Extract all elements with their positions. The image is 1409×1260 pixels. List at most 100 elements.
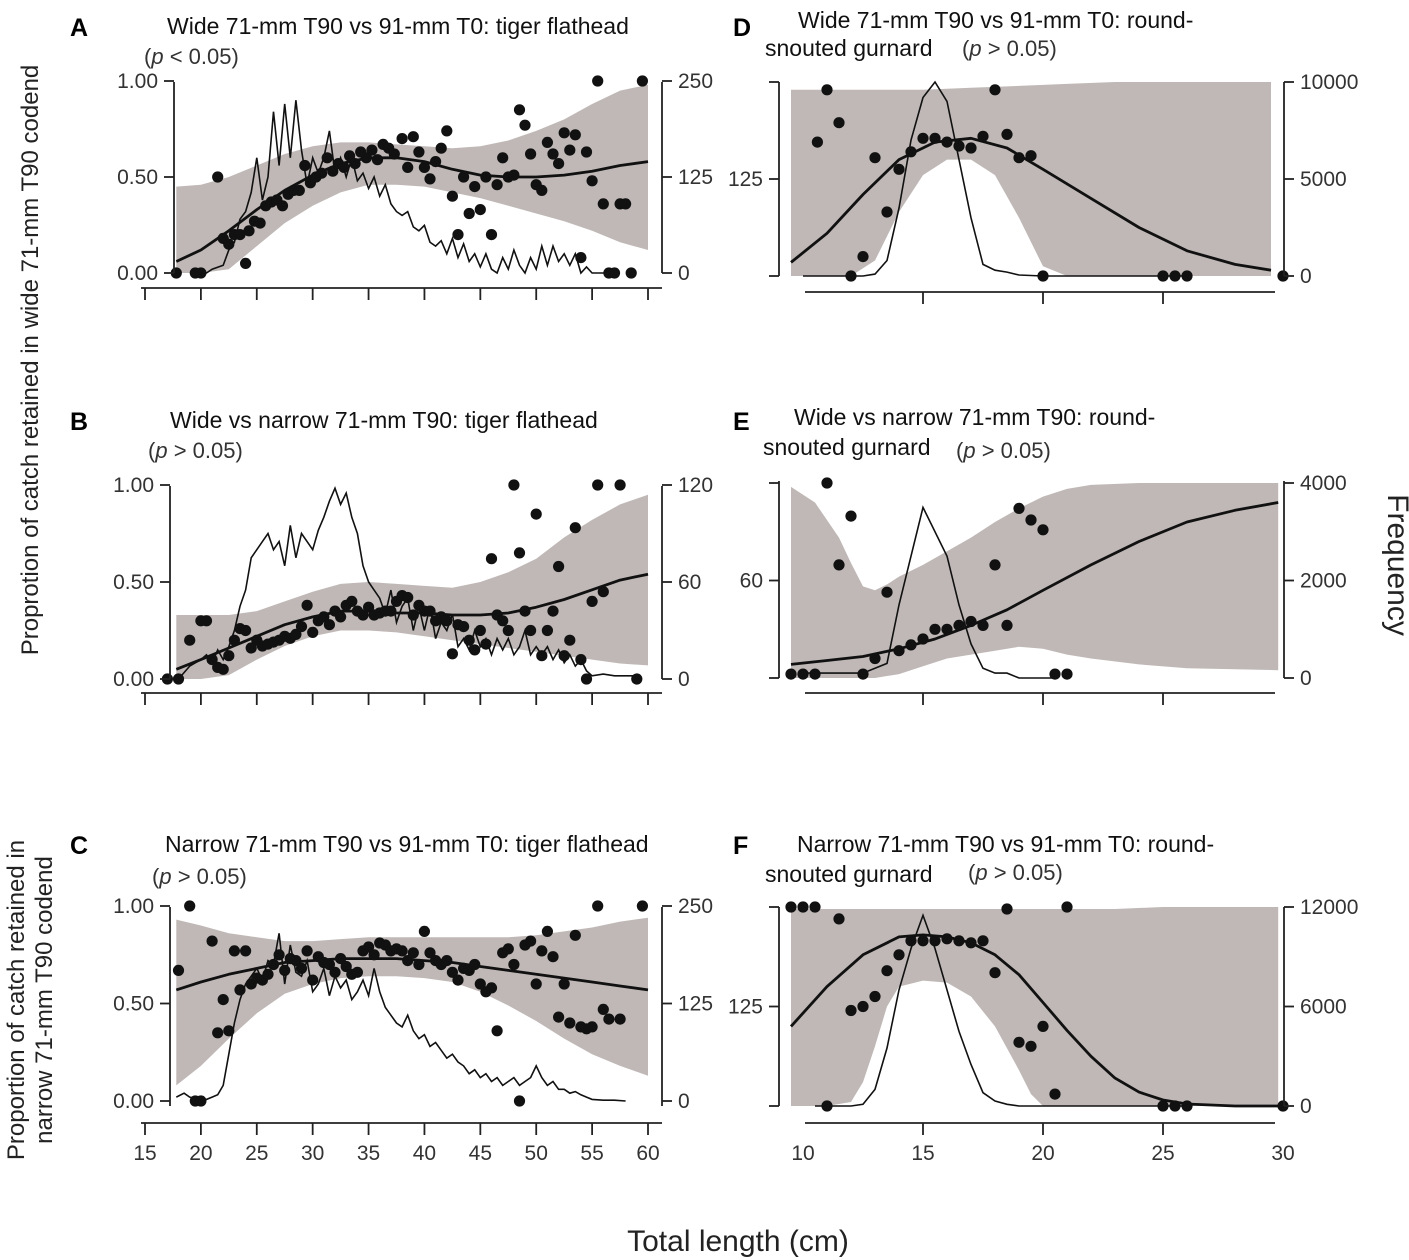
- panel-d-data-point: [881, 206, 893, 218]
- panel-d-data-point: [1025, 150, 1037, 162]
- panel-a-data-point: [519, 119, 531, 131]
- panel-d-right-tick-label: 5000: [1300, 168, 1347, 191]
- panel-f-data-point: [881, 965, 893, 977]
- panel-a-data-point: [485, 229, 498, 241]
- panel-c-x-tick-label: 25: [245, 1142, 268, 1165]
- panel-d-data-point: [989, 84, 1001, 96]
- panel-c-data-point: [195, 1095, 207, 1107]
- panel-c-data-point: [586, 1021, 598, 1033]
- panel-a-data-point: [195, 267, 207, 279]
- panel-c-data-point: [508, 958, 520, 971]
- panel-b-left-tick-label: 0.00: [113, 668, 154, 691]
- panel-c-data-point: [564, 1017, 576, 1029]
- panel-b-data-point: [575, 654, 587, 666]
- panel-e-pvalue: (p > 0.05): [956, 438, 1051, 463]
- panel-d-data-point: [869, 152, 881, 164]
- panel-a-data-point: [580, 146, 593, 158]
- panel-a-data-point: [212, 171, 224, 183]
- panel-b-data-point: [200, 615, 213, 627]
- panel-a-data-point: [446, 190, 458, 202]
- panel-c-data-point: [614, 1013, 626, 1025]
- panel-b-data-point: [631, 673, 643, 685]
- panel-f-data-point: [941, 933, 953, 945]
- panel-b-title: Wide vs narrow 71-mm T90: tiger flathead: [170, 407, 598, 433]
- panel-c-right-tick-label: 0: [678, 1090, 690, 1113]
- panel-b-data-point: [569, 522, 581, 534]
- panel-a-data-point: [608, 267, 621, 279]
- panel-f-letter: F: [733, 832, 748, 860]
- panel-a-data-point: [371, 154, 384, 166]
- panel-a-plot: 0.00 0.50 1.00 0 125 250: [117, 70, 713, 300]
- panel-f-data-point: [929, 935, 941, 947]
- panel-a-data-point: [597, 198, 609, 210]
- panel-d-data-point: [953, 140, 965, 152]
- panel-f-data-point: [905, 935, 917, 947]
- panel-f-data-point: [1169, 1100, 1181, 1112]
- panel-b-data-point: [385, 605, 397, 617]
- panel-b-data-point: [441, 615, 453, 627]
- panel-c-confidence-band: [176, 917, 649, 1086]
- right-axis-title: Frequency: [1381, 494, 1409, 636]
- panel-a-data-point: [349, 158, 361, 170]
- panel-f-x-tick-label: 15: [911, 1142, 934, 1165]
- panel-d-frequency-line: [803, 80, 1187, 277]
- panel-d-letter: D: [733, 14, 751, 42]
- panel-d-data-point: [1169, 270, 1181, 282]
- panel-b-data-point: [469, 644, 481, 656]
- panel-c-data-point: [558, 978, 570, 990]
- panel-c-x-tick-label: 30: [301, 1142, 324, 1165]
- panel-e-data-point: [809, 668, 821, 680]
- panel-e-right-tick-label: 4000: [1300, 472, 1347, 495]
- panel-f-data-point: [845, 1004, 857, 1017]
- panel-b-data-point: [363, 601, 375, 613]
- panel-a-data-point: [234, 229, 246, 241]
- panel-a-data-point: [513, 104, 526, 116]
- panel-e-data-point: [785, 668, 797, 680]
- panel-f-title-2: snouted gurnard: [765, 861, 933, 887]
- panel-b-data-point: [346, 595, 358, 608]
- panel-d-confidence-band: [791, 82, 1271, 276]
- panel-b-data-point: [530, 508, 542, 520]
- panel-b-data-point: [446, 648, 458, 660]
- panel-c-data-point: [536, 945, 548, 957]
- panel-c-data-point: [368, 949, 380, 961]
- panel-b-plot: 0.00 0.50 1.00 0 60 120: [113, 474, 713, 705]
- panel-f-x-tick-label: 25: [1151, 1142, 1174, 1165]
- panel-c-data-point: [603, 1013, 615, 1025]
- panel-a-data-point: [564, 144, 576, 156]
- panel-b-data-point: [519, 605, 531, 617]
- panel-c-data-point: [262, 968, 274, 980]
- panel-b-data-point: [245, 642, 257, 654]
- panel-c-data-point: [351, 966, 363, 978]
- panel-a-data-point: [293, 184, 305, 196]
- panel-c-data-point: [413, 958, 425, 971]
- panel-c-x-tick-label: 35: [357, 1142, 380, 1165]
- panel-c-data-point: [323, 958, 335, 971]
- panel-a-data-point: [497, 152, 509, 164]
- panel-a-data-point: [413, 146, 425, 158]
- panel-a-data-point: [441, 125, 453, 137]
- panel-f-x-tick-label: 30: [1271, 1142, 1294, 1165]
- panel-d-data-point: [811, 136, 824, 148]
- panel-a-pvalue: (p < 0.05): [144, 44, 239, 69]
- panel-c-data-point: [441, 955, 453, 967]
- panel-c-data-point: [301, 945, 313, 957]
- panel-a-data-point: [366, 144, 378, 156]
- panel-c-data-point: [407, 947, 419, 959]
- panel-e-data-point: [989, 559, 1001, 571]
- panel-a-data-point: [321, 152, 333, 164]
- panel-d-data-point: [929, 132, 941, 144]
- panel-b-data-point: [474, 624, 486, 637]
- panel-b-data-point: [184, 634, 196, 646]
- panel-c-data-point: [446, 966, 458, 978]
- panel-e-title-2: snouted gurnard: [763, 434, 931, 460]
- panel-b-data-point: [536, 650, 548, 662]
- panel-f-x-tick-label: 10: [791, 1142, 814, 1165]
- panel-f-data-point: [965, 937, 977, 949]
- panel-b-data-point: [223, 650, 235, 662]
- panel-f-data-point: [1013, 1036, 1025, 1048]
- panel-b-data-point: [564, 634, 576, 646]
- panel-f-title: Narrow 71-mm T90 vs 91-mm T0: round-: [797, 831, 1214, 857]
- panel-f-data-point: [809, 901, 821, 913]
- panel-c-data-point: [212, 1027, 224, 1039]
